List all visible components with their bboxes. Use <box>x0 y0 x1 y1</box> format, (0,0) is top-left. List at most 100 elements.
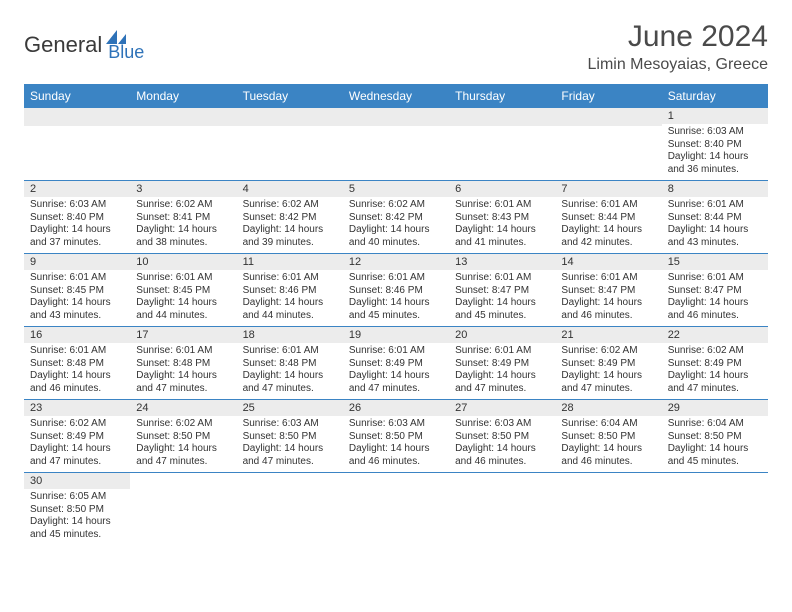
day-number: 24 <box>130 400 236 416</box>
weekday-header: Thursday <box>449 84 555 108</box>
daylight-text: Daylight: 14 hours <box>30 443 124 456</box>
day-number: 23 <box>24 400 130 416</box>
sunrise-text: Sunrise: 6:02 AM <box>349 199 443 212</box>
day-details: Sunrise: 6:01 AMSunset: 8:47 PMDaylight:… <box>662 270 768 326</box>
day-number: 1 <box>662 108 768 124</box>
day-cell <box>449 108 555 180</box>
empty-day-strip <box>130 108 236 126</box>
day-cell <box>237 473 343 545</box>
daylight-text-2: and 46 minutes. <box>561 456 655 469</box>
sunset-text: Sunset: 8:48 PM <box>30 358 124 371</box>
sunrise-text: Sunrise: 6:04 AM <box>668 418 762 431</box>
brand-logo: General Blue <box>24 20 144 63</box>
day-details: Sunrise: 6:01 AMSunset: 8:43 PMDaylight:… <box>449 197 555 253</box>
day-number: 30 <box>24 473 130 489</box>
daylight-text: Daylight: 14 hours <box>561 370 655 383</box>
daylight-text-2: and 46 minutes. <box>349 456 443 469</box>
daylight-text-2: and 42 minutes. <box>561 237 655 250</box>
day-details: Sunrise: 6:01 AMSunset: 8:45 PMDaylight:… <box>130 270 236 326</box>
day-cell <box>130 108 236 180</box>
weekday-header-row: SundayMondayTuesdayWednesdayThursdayFrid… <box>24 84 768 108</box>
weekday-header: Sunday <box>24 84 130 108</box>
day-number: 22 <box>662 327 768 343</box>
sunrise-text: Sunrise: 6:01 AM <box>668 272 762 285</box>
day-number: 14 <box>555 254 661 270</box>
day-cell: 23Sunrise: 6:02 AMSunset: 8:49 PMDayligh… <box>24 400 130 472</box>
day-details: Sunrise: 6:05 AMSunset: 8:50 PMDaylight:… <box>24 489 130 545</box>
day-cell <box>449 473 555 545</box>
daylight-text-2: and 43 minutes. <box>668 237 762 250</box>
day-number: 12 <box>343 254 449 270</box>
day-details: Sunrise: 6:01 AMSunset: 8:44 PMDaylight:… <box>555 197 661 253</box>
brand-text-general: General <box>24 32 102 58</box>
daylight-text-2: and 45 minutes. <box>30 529 124 542</box>
daylight-text-2: and 47 minutes. <box>136 456 230 469</box>
daylight-text-2: and 44 minutes. <box>243 310 337 323</box>
day-cell: 7Sunrise: 6:01 AMSunset: 8:44 PMDaylight… <box>555 181 661 253</box>
daylight-text: Daylight: 14 hours <box>136 224 230 237</box>
sunset-text: Sunset: 8:47 PM <box>668 285 762 298</box>
day-details: Sunrise: 6:01 AMSunset: 8:46 PMDaylight:… <box>343 270 449 326</box>
day-cell: 18Sunrise: 6:01 AMSunset: 8:48 PMDayligh… <box>237 327 343 399</box>
sunset-text: Sunset: 8:48 PM <box>243 358 337 371</box>
day-cell: 24Sunrise: 6:02 AMSunset: 8:50 PMDayligh… <box>130 400 236 472</box>
day-details: Sunrise: 6:02 AMSunset: 8:49 PMDaylight:… <box>555 343 661 399</box>
day-cell: 17Sunrise: 6:01 AMSunset: 8:48 PMDayligh… <box>130 327 236 399</box>
day-cell <box>24 108 130 180</box>
sunrise-text: Sunrise: 6:02 AM <box>243 199 337 212</box>
daylight-text-2: and 45 minutes. <box>349 310 443 323</box>
day-number: 13 <box>449 254 555 270</box>
sunset-text: Sunset: 8:40 PM <box>30 212 124 225</box>
empty-day-strip <box>449 108 555 126</box>
daylight-text: Daylight: 14 hours <box>561 297 655 310</box>
day-cell: 27Sunrise: 6:03 AMSunset: 8:50 PMDayligh… <box>449 400 555 472</box>
daylight-text-2: and 43 minutes. <box>30 310 124 323</box>
daylight-text-2: and 36 minutes. <box>668 164 762 177</box>
sunset-text: Sunset: 8:44 PM <box>668 212 762 225</box>
sunset-text: Sunset: 8:42 PM <box>349 212 443 225</box>
weeks-container: 1Sunrise: 6:03 AMSunset: 8:40 PMDaylight… <box>24 108 768 545</box>
page-header: General Blue June 2024 Limin Mesoyaias, … <box>24 20 768 74</box>
sunset-text: Sunset: 8:47 PM <box>455 285 549 298</box>
day-details: Sunrise: 6:01 AMSunset: 8:44 PMDaylight:… <box>662 197 768 253</box>
week-row: 2Sunrise: 6:03 AMSunset: 8:40 PMDaylight… <box>24 181 768 254</box>
sunset-text: Sunset: 8:45 PM <box>136 285 230 298</box>
daylight-text: Daylight: 14 hours <box>349 443 443 456</box>
day-cell: 30Sunrise: 6:05 AMSunset: 8:50 PMDayligh… <box>24 473 130 545</box>
sunset-text: Sunset: 8:50 PM <box>561 431 655 444</box>
daylight-text-2: and 47 minutes. <box>561 383 655 396</box>
sunset-text: Sunset: 8:50 PM <box>30 504 124 517</box>
daylight-text-2: and 47 minutes. <box>455 383 549 396</box>
daylight-text-2: and 47 minutes. <box>136 383 230 396</box>
day-cell: 16Sunrise: 6:01 AMSunset: 8:48 PMDayligh… <box>24 327 130 399</box>
weekday-header: Saturday <box>662 84 768 108</box>
sunrise-text: Sunrise: 6:01 AM <box>668 199 762 212</box>
daylight-text: Daylight: 14 hours <box>243 443 337 456</box>
day-details: Sunrise: 6:02 AMSunset: 8:50 PMDaylight:… <box>130 416 236 472</box>
day-number: 5 <box>343 181 449 197</box>
sunset-text: Sunset: 8:40 PM <box>668 139 762 152</box>
sunrise-text: Sunrise: 6:03 AM <box>30 199 124 212</box>
empty-day-strip <box>24 108 130 126</box>
daylight-text-2: and 47 minutes. <box>30 456 124 469</box>
day-number: 17 <box>130 327 236 343</box>
day-details: Sunrise: 6:03 AMSunset: 8:40 PMDaylight:… <box>24 197 130 253</box>
empty-day-strip <box>343 108 449 126</box>
day-cell: 8Sunrise: 6:01 AMSunset: 8:44 PMDaylight… <box>662 181 768 253</box>
day-details: Sunrise: 6:01 AMSunset: 8:48 PMDaylight:… <box>130 343 236 399</box>
sunset-text: Sunset: 8:49 PM <box>30 431 124 444</box>
day-details: Sunrise: 6:02 AMSunset: 8:49 PMDaylight:… <box>662 343 768 399</box>
day-number: 20 <box>449 327 555 343</box>
day-number: 21 <box>555 327 661 343</box>
day-cell: 21Sunrise: 6:02 AMSunset: 8:49 PMDayligh… <box>555 327 661 399</box>
daylight-text-2: and 45 minutes. <box>668 456 762 469</box>
day-details: Sunrise: 6:02 AMSunset: 8:42 PMDaylight:… <box>237 197 343 253</box>
day-details: Sunrise: 6:01 AMSunset: 8:48 PMDaylight:… <box>237 343 343 399</box>
sunrise-text: Sunrise: 6:01 AM <box>455 199 549 212</box>
weekday-header: Monday <box>130 84 236 108</box>
day-number: 11 <box>237 254 343 270</box>
sunset-text: Sunset: 8:50 PM <box>455 431 549 444</box>
day-cell: 12Sunrise: 6:01 AMSunset: 8:46 PMDayligh… <box>343 254 449 326</box>
daylight-text-2: and 46 minutes. <box>561 310 655 323</box>
day-number: 16 <box>24 327 130 343</box>
